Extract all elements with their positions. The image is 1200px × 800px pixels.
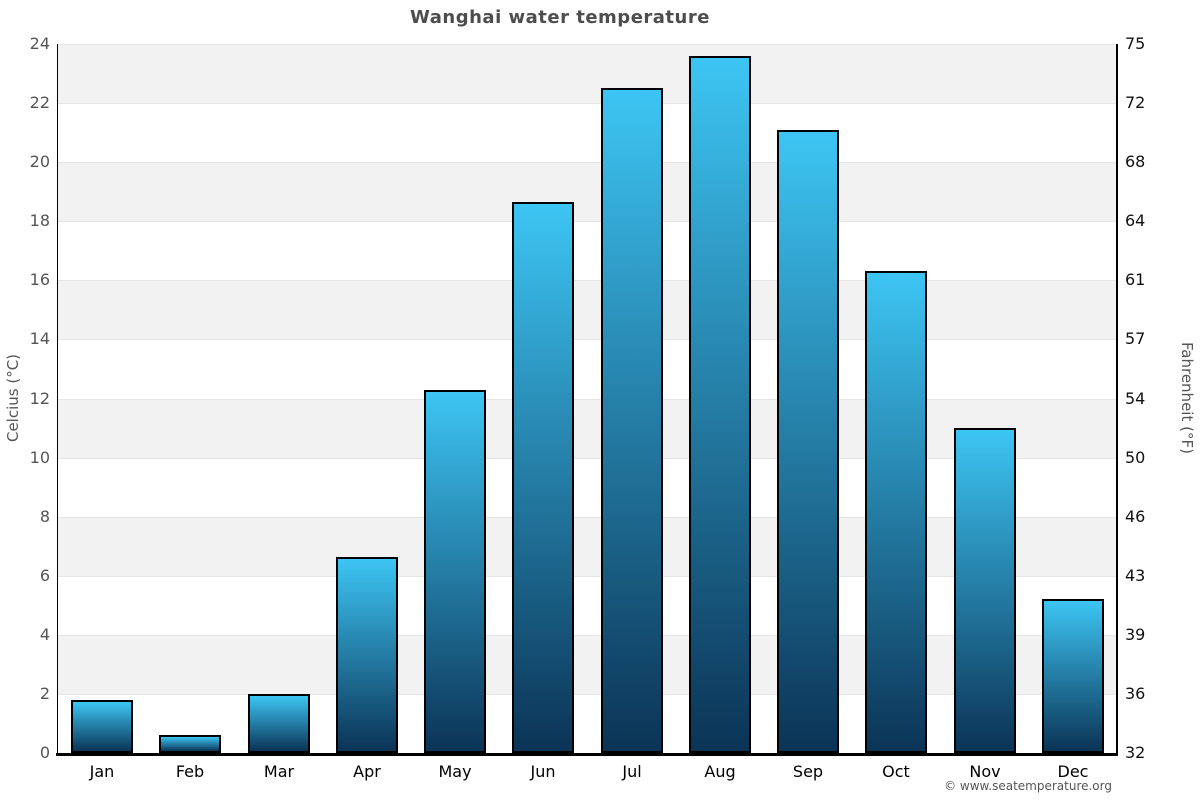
background-band-2-4 (58, 634, 1117, 694)
x-tick-aug: Aug (704, 762, 736, 781)
bar-jul[interactable] (600, 88, 663, 753)
y-tick-celsius-4: 4 (39, 625, 50, 644)
gridline-6 (58, 576, 1117, 577)
x-tick-feb: Feb (175, 762, 205, 781)
y-tick-fahrenheit-39: 39 (1125, 625, 1146, 644)
y-tick-fahrenheit-61: 61 (1125, 270, 1146, 289)
gridline-14 (58, 339, 1117, 340)
background-band-12-14 (58, 339, 1117, 399)
bar-dec[interactable] (1041, 599, 1104, 753)
y-tick-fahrenheit-68: 68 (1125, 152, 1146, 171)
gridline-18 (58, 221, 1117, 222)
x-tick-mar: Mar (263, 762, 295, 781)
bar-may[interactable] (424, 390, 487, 753)
x-tick-oct: Oct (882, 762, 910, 781)
gridline-24 (58, 44, 1117, 45)
gridline-12 (58, 399, 1117, 400)
y-axis-title-celsius: Celcius (°C) (4, 353, 22, 443)
x-axis-line (56, 753, 1118, 756)
x-tick-jul: Jul (622, 762, 642, 781)
background-band-4-6 (58, 575, 1117, 635)
background-band-16-18 (58, 221, 1117, 281)
y-tick-fahrenheit-64: 64 (1125, 211, 1146, 230)
y-tick-fahrenheit-32: 32 (1125, 743, 1146, 762)
background-band-20-22 (58, 103, 1117, 163)
y-tick-celsius-6: 6 (39, 566, 50, 585)
background-band-8-10 (58, 457, 1117, 517)
background-band-0-2 (58, 693, 1117, 753)
gridline-22 (58, 103, 1117, 104)
x-tick-jan: Jan (89, 762, 115, 781)
bar-jun[interactable] (512, 202, 575, 753)
y-tick-celsius-12: 12 (29, 389, 50, 408)
y-tick-celsius-16: 16 (29, 270, 50, 289)
background-band-10-12 (58, 398, 1117, 458)
bar-aug[interactable] (688, 56, 751, 753)
gridline-16 (58, 280, 1117, 281)
copyright-credit: © www.seatemperature.org (944, 779, 1112, 793)
y-tick-fahrenheit-57: 57 (1125, 329, 1146, 348)
background-band-14-16 (58, 280, 1117, 340)
gridline-20 (58, 162, 1117, 163)
y-tick-fahrenheit-43: 43 (1125, 566, 1146, 585)
y-tick-celsius-20: 20 (29, 152, 50, 171)
background-band-6-8 (58, 516, 1117, 576)
y-tick-celsius-22: 22 (29, 93, 50, 112)
y-tick-celsius-0: 0 (39, 743, 50, 762)
y-tick-celsius-24: 24 (29, 34, 50, 53)
gridline-10 (58, 458, 1117, 459)
bar-sep[interactable] (777, 130, 840, 753)
y-tick-celsius-2: 2 (39, 684, 50, 703)
bar-jan[interactable] (71, 700, 134, 753)
gridline-8 (58, 517, 1117, 518)
gridline-2 (58, 694, 1117, 695)
chart-title: Wanghai water temperature (410, 7, 710, 28)
x-tick-may: May (438, 762, 472, 781)
gridline-4 (58, 635, 1117, 636)
x-tick-dec: Dec (1057, 762, 1089, 781)
y-axis-line-left (57, 44, 58, 754)
y-axis-title-fahrenheit: Fahrenheit (°F) (1178, 342, 1196, 454)
x-tick-sep: Sep (792, 762, 824, 781)
background-band-18-20 (58, 162, 1117, 222)
bar-nov[interactable] (953, 428, 1016, 753)
y-tick-celsius-18: 18 (29, 211, 50, 230)
x-tick-nov: Nov (969, 762, 1001, 781)
bar-mar[interactable] (247, 694, 310, 753)
x-tick-apr: Apr (353, 762, 381, 781)
plot-area (58, 44, 1117, 753)
y-tick-celsius-10: 10 (29, 448, 50, 467)
y-tick-celsius-8: 8 (39, 507, 50, 526)
y-tick-fahrenheit-54: 54 (1125, 389, 1146, 408)
x-tick-jun: Jun (530, 762, 556, 781)
bar-feb[interactable] (159, 735, 222, 753)
bar-apr[interactable] (335, 557, 398, 753)
bar-oct[interactable] (865, 271, 928, 753)
y-tick-fahrenheit-75: 75 (1125, 34, 1146, 53)
y-tick-fahrenheit-36: 36 (1125, 684, 1146, 703)
y-tick-fahrenheit-46: 46 (1125, 507, 1146, 526)
y-tick-fahrenheit-72: 72 (1125, 93, 1146, 112)
background-band-22-24 (58, 44, 1117, 104)
y-axis-line-right (1116, 44, 1118, 754)
y-tick-celsius-14: 14 (29, 329, 50, 348)
y-tick-fahrenheit-50: 50 (1125, 448, 1146, 467)
